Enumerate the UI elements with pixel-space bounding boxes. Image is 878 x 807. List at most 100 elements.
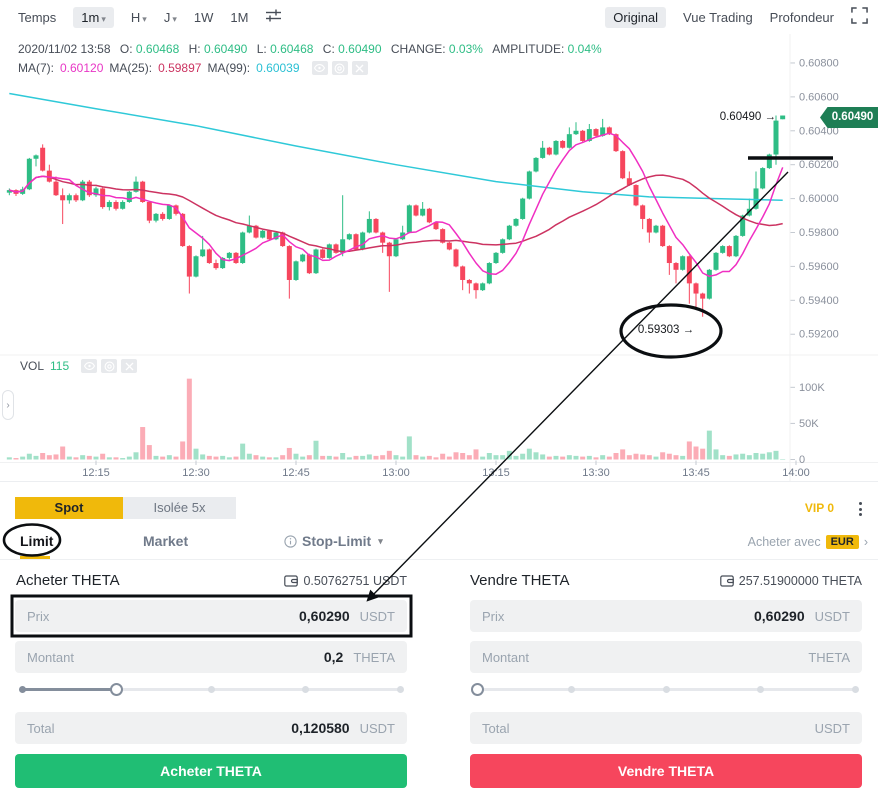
target-icon[interactable] <box>331 61 348 75</box>
eye-icon[interactable] <box>81 359 98 373</box>
svg-text:0.59600: 0.59600 <box>799 261 839 273</box>
buy-percent-slider[interactable] <box>15 682 407 697</box>
svg-text:12:30: 12:30 <box>182 467 210 479</box>
volume-info-row: VOL 115 <box>20 359 138 373</box>
ma7-label: MA(7): <box>18 61 54 75</box>
sell-price-input[interactable]: Prix 0,60290 USDT <box>470 600 862 632</box>
ohlc-info-row: 2020/11/02 13:58 O: 0.60468 H: 0.60490 L… <box>18 42 602 56</box>
info-icon <box>284 534 297 548</box>
arrow-right-icon: → <box>764 111 777 123</box>
interval-1w-button[interactable]: 1W <box>193 9 214 25</box>
buy-total-value: 0,120580 <box>291 720 350 736</box>
buy-price-value: 0,60290 <box>299 608 350 624</box>
interval-1m-button[interactable]: 1m ▾ <box>73 6 114 28</box>
wallet-icon <box>719 575 734 587</box>
svg-text:0.60800: 0.60800 <box>799 57 839 69</box>
change-label: CHANGE: <box>390 42 446 56</box>
divider <box>0 559 878 560</box>
buy-with-fiat-link[interactable]: Acheter avec EUR › <box>747 535 868 549</box>
svg-text:13:15: 13:15 <box>482 467 510 479</box>
sell-total-input[interactable]: Total USDT <box>470 712 862 744</box>
close-icon[interactable] <box>351 61 368 75</box>
buy-title: Acheter THETA <box>16 572 120 589</box>
slider-knob[interactable] <box>470 683 484 696</box>
panel-expander-button[interactable]: › <box>2 390 14 420</box>
svg-text:0.59400: 0.59400 <box>799 295 839 307</box>
svg-text:0.60200: 0.60200 <box>799 159 839 171</box>
sell-percent-slider[interactable] <box>470 682 862 697</box>
chevron-down-icon: ▾ <box>101 13 106 24</box>
svg-text:13:30: 13:30 <box>582 467 610 479</box>
ma99-label: MA(99): <box>207 61 251 75</box>
svg-text:0.59200: 0.59200 <box>799 329 839 341</box>
ma-info-row: MA(7): 0.60120 MA(25): 0.59897 MA(99): 0.60… <box>18 61 368 75</box>
svg-text:0.60600: 0.60600 <box>799 91 839 103</box>
slider-step-dot[interactable] <box>757 686 764 693</box>
buy-total-input[interactable]: Total 0,120580 USDT <box>15 712 407 744</box>
candle-datetime: 2020/11/02 13:58 <box>18 42 111 56</box>
ma7-value: 0.60120 <box>60 61 104 75</box>
slider-step-dot[interactable] <box>662 686 670 693</box>
view-original-tab[interactable]: Original <box>605 6 667 28</box>
more-menu-icon[interactable] <box>859 502 862 516</box>
ma25-label: MA(25): <box>109 61 153 75</box>
high-annotation: 0.60490 → <box>719 111 777 123</box>
close-icon[interactable] <box>121 359 138 373</box>
interval-1m-month-button[interactable]: 1M <box>230 9 249 25</box>
buy-amount-input[interactable]: Montant 0,2 THETA <box>15 641 407 673</box>
change-value: 0.03% <box>448 42 483 56</box>
amplitude-value: 0.04% <box>567 42 602 56</box>
amplitude-label: AMPLITUDE: <box>492 42 565 56</box>
svg-text:0.60000: 0.60000 <box>799 193 839 205</box>
tab-stop-limit[interactable]: Stop-Limit ▾ <box>284 533 383 549</box>
chevron-right-icon: › <box>863 535 868 549</box>
buy-price-input[interactable]: Prix 0,60290 USDT <box>15 600 407 632</box>
slider-step-dot[interactable] <box>207 686 215 693</box>
limit-tab-underline <box>20 556 50 559</box>
arrow-right-icon: → <box>682 324 695 336</box>
buy-button[interactable]: Acheter THETA <box>15 754 407 788</box>
sell-price-value: 0,60290 <box>754 608 805 624</box>
eye-icon[interactable] <box>311 61 328 75</box>
chevron-down-icon: ▾ <box>142 13 147 24</box>
sell-button[interactable]: Vendre THETA <box>470 754 862 788</box>
tab-spot[interactable]: Spot <box>15 497 123 519</box>
buy-balance: 0.50762751 USDT <box>15 574 407 588</box>
slider-step-dot[interactable] <box>568 686 575 693</box>
svg-text:13:45: 13:45 <box>682 467 710 479</box>
interval-hour-button[interactable]: H ▾ <box>130 9 147 25</box>
svg-text:12:15: 12:15 <box>82 467 110 479</box>
open-label: O: <box>119 42 133 56</box>
target-icon[interactable] <box>101 359 118 373</box>
view-trading-tab[interactable]: Vue Trading <box>683 9 753 25</box>
svg-text:0: 0 <box>799 454 805 466</box>
ma25-value: 0.59897 <box>158 61 202 75</box>
vip-level-link[interactable]: VIP 0 <box>804 501 834 515</box>
interval-day-button[interactable]: J ▾ <box>163 9 177 25</box>
fullscreen-icon[interactable] <box>851 7 868 27</box>
current-price-tag: 0.60490 <box>820 107 878 128</box>
chart-toolbar: Temps 1m ▾ H ▾ J ▾ 1W 1M Original Vue Tradi… <box>0 0 878 34</box>
slider-step-dot[interactable] <box>18 686 26 693</box>
chevron-down-icon: ▾ <box>172 13 177 24</box>
slider-step-dot[interactable] <box>851 686 859 693</box>
view-depth-tab[interactable]: Profondeur <box>769 9 834 25</box>
tab-limit[interactable]: Limit <box>20 533 54 549</box>
indicator-settings-icon[interactable] <box>265 8 282 26</box>
sell-amount-input[interactable]: Montant THETA <box>470 641 862 673</box>
slider-step-dot[interactable] <box>302 686 309 693</box>
chevron-down-icon: ▾ <box>378 535 383 546</box>
svg-text:0.60400: 0.60400 <box>799 125 839 137</box>
wallet-icon <box>284 575 299 587</box>
svg-text:13:00: 13:00 <box>382 467 410 479</box>
time-label: Temps <box>18 9 57 25</box>
tab-market[interactable]: Market <box>143 533 189 549</box>
tab-isolated-margin[interactable]: Isolée 5x <box>123 497 236 519</box>
slider-step-dot[interactable] <box>396 686 404 693</box>
slider-knob[interactable] <box>110 683 123 696</box>
ma99-value: 0.60039 <box>256 61 300 75</box>
low-annotation: 0.59303 → <box>637 324 695 336</box>
high-value: 0.60490 <box>203 42 248 56</box>
open-value: 0.60468 <box>135 42 180 56</box>
